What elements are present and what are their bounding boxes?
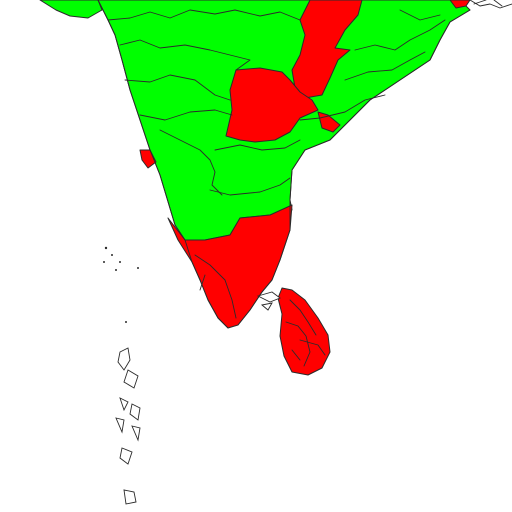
lakshadweep-islands: [103, 246, 139, 323]
palk-strait-islands: [256, 291, 281, 311]
east-coast-outline: [237, 9, 471, 326]
sri-lanka-borders: [285, 299, 326, 367]
region-chhattisgarh[interactable]: [291, 0, 363, 99]
maldives-islands: [115, 347, 141, 505]
region-telangana[interactable]: [225, 67, 319, 143]
region-northeast-corner[interactable]: [449, 0, 471, 9]
west-coast-outline: [97, 0, 229, 329]
state-borders: [107, 9, 446, 196]
region-northwest[interactable]: [39, 0, 103, 19]
tamil-nadu-borders: [194, 254, 237, 319]
northeast-fringe: [469, 0, 512, 9]
region-sri-lanka[interactable]: [277, 287, 331, 376]
